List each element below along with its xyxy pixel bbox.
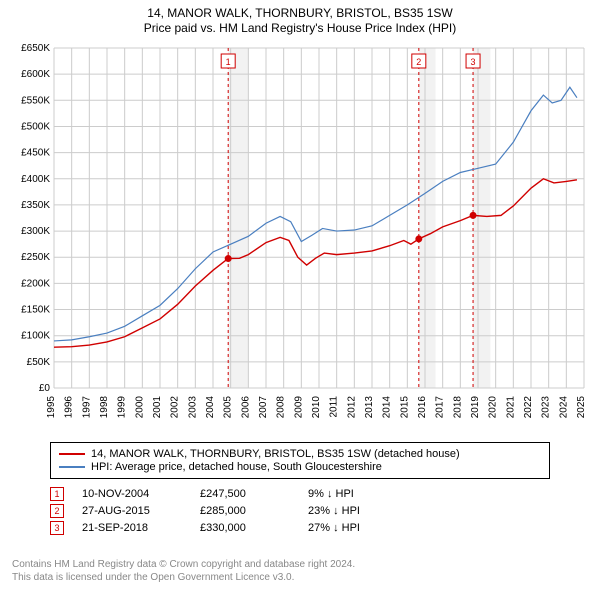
- svg-text:2018: 2018: [452, 396, 463, 419]
- svg-text:£650K: £650K: [21, 43, 50, 54]
- sale-price: £285,000: [200, 505, 290, 517]
- svg-text:1996: 1996: [64, 396, 75, 419]
- svg-text:2021: 2021: [505, 396, 516, 419]
- sale-pct-vs-hpi: 9% ↓ HPI: [308, 488, 418, 500]
- svg-text:2022: 2022: [523, 396, 534, 419]
- svg-text:2014: 2014: [382, 396, 393, 419]
- svg-text:£550K: £550K: [21, 95, 50, 106]
- svg-text:£400K: £400K: [21, 174, 50, 185]
- svg-text:2003: 2003: [187, 396, 198, 419]
- legend-swatch: [59, 453, 85, 455]
- svg-text:£250K: £250K: [21, 252, 50, 263]
- sale-date: 10-NOV-2004: [82, 488, 182, 500]
- svg-text:2: 2: [416, 57, 421, 67]
- svg-text:£500K: £500K: [21, 121, 50, 132]
- svg-text:1999: 1999: [117, 396, 128, 419]
- svg-text:£600K: £600K: [21, 69, 50, 80]
- sale-price: £330,000: [200, 522, 290, 534]
- svg-text:2025: 2025: [576, 396, 587, 419]
- sales-row: 3 21-SEP-2018 £330,000 27% ↓ HPI: [50, 521, 550, 535]
- sale-date: 21-SEP-2018: [82, 522, 182, 534]
- svg-text:£100K: £100K: [21, 331, 50, 342]
- sale-marker-box: 1: [50, 487, 64, 501]
- sale-price: £247,500: [200, 488, 290, 500]
- svg-text:2000: 2000: [134, 396, 145, 419]
- legend-label: HPI: Average price, detached house, Sout…: [91, 461, 382, 473]
- sales-table: 1 10-NOV-2004 £247,500 9% ↓ HPI 2 27-AUG-2015…: [50, 484, 550, 538]
- svg-text:1: 1: [226, 57, 231, 67]
- sales-row: 2 27-AUG-2015 £285,000 23% ↓ HPI: [50, 504, 550, 518]
- legend-swatch: [59, 466, 85, 468]
- svg-text:2019: 2019: [470, 396, 481, 419]
- legend-item: HPI: Average price, detached house, Sout…: [59, 461, 541, 473]
- svg-text:2023: 2023: [541, 396, 552, 419]
- footer-line2: This data is licensed under the Open Gov…: [12, 571, 355, 584]
- svg-text:£150K: £150K: [21, 305, 50, 316]
- svg-text:£450K: £450K: [21, 148, 50, 159]
- svg-text:£0: £0: [39, 383, 51, 394]
- svg-text:2015: 2015: [399, 396, 410, 419]
- svg-text:2008: 2008: [276, 396, 287, 419]
- legend-item: 14, MANOR WALK, THORNBURY, BRISTOL, BS35…: [59, 448, 541, 460]
- svg-text:3: 3: [471, 57, 476, 67]
- svg-text:2010: 2010: [311, 396, 322, 419]
- svg-text:2016: 2016: [417, 396, 428, 419]
- svg-text:2007: 2007: [258, 396, 269, 419]
- svg-text:2020: 2020: [488, 396, 499, 419]
- svg-text:2005: 2005: [223, 396, 234, 419]
- sale-pct-vs-hpi: 27% ↓ HPI: [308, 522, 418, 534]
- chart-container: £0 £50K £100K £150K £200K £250K £300K £350K £400…: [8, 42, 592, 434]
- sale-date: 27-AUG-2015: [82, 505, 182, 517]
- price-chart: £0 £50K £100K £150K £200K £250K £300K £350K £400…: [8, 42, 592, 434]
- svg-text:2009: 2009: [293, 396, 304, 419]
- svg-text:£50K: £50K: [27, 357, 51, 368]
- title-subtitle: Price paid vs. HM Land Registry's House …: [0, 21, 600, 35]
- svg-text:£350K: £350K: [21, 200, 50, 211]
- sale-pct-vs-hpi: 23% ↓ HPI: [308, 505, 418, 517]
- sales-row: 1 10-NOV-2004 £247,500 9% ↓ HPI: [50, 487, 550, 501]
- chart-title-block: 14, MANOR WALK, THORNBURY, BRISTOL, BS35…: [0, 0, 600, 35]
- svg-text:2001: 2001: [152, 396, 163, 419]
- sale-marker-box: 2: [50, 504, 64, 518]
- footer-attribution: Contains HM Land Registry data © Crown c…: [12, 558, 355, 584]
- svg-text:2011: 2011: [329, 396, 340, 418]
- legend-label: 14, MANOR WALK, THORNBURY, BRISTOL, BS35…: [91, 448, 460, 460]
- svg-text:2017: 2017: [435, 396, 446, 419]
- footer-line1: Contains HM Land Registry data © Crown c…: [12, 558, 355, 571]
- title-address: 14, MANOR WALK, THORNBURY, BRISTOL, BS35…: [0, 6, 600, 20]
- svg-text:1998: 1998: [99, 396, 110, 419]
- svg-text:2024: 2024: [558, 396, 569, 419]
- svg-text:2004: 2004: [205, 396, 216, 419]
- svg-text:2006: 2006: [240, 396, 251, 419]
- svg-text:£300K: £300K: [21, 226, 50, 237]
- legend: 14, MANOR WALK, THORNBURY, BRISTOL, BS35…: [50, 442, 550, 479]
- svg-text:1997: 1997: [81, 396, 92, 419]
- svg-text:1995: 1995: [46, 396, 57, 419]
- svg-text:2012: 2012: [346, 396, 357, 419]
- sale-marker-box: 3: [50, 521, 64, 535]
- svg-text:£200K: £200K: [21, 278, 50, 289]
- svg-text:2002: 2002: [170, 396, 181, 419]
- svg-text:2013: 2013: [364, 396, 375, 419]
